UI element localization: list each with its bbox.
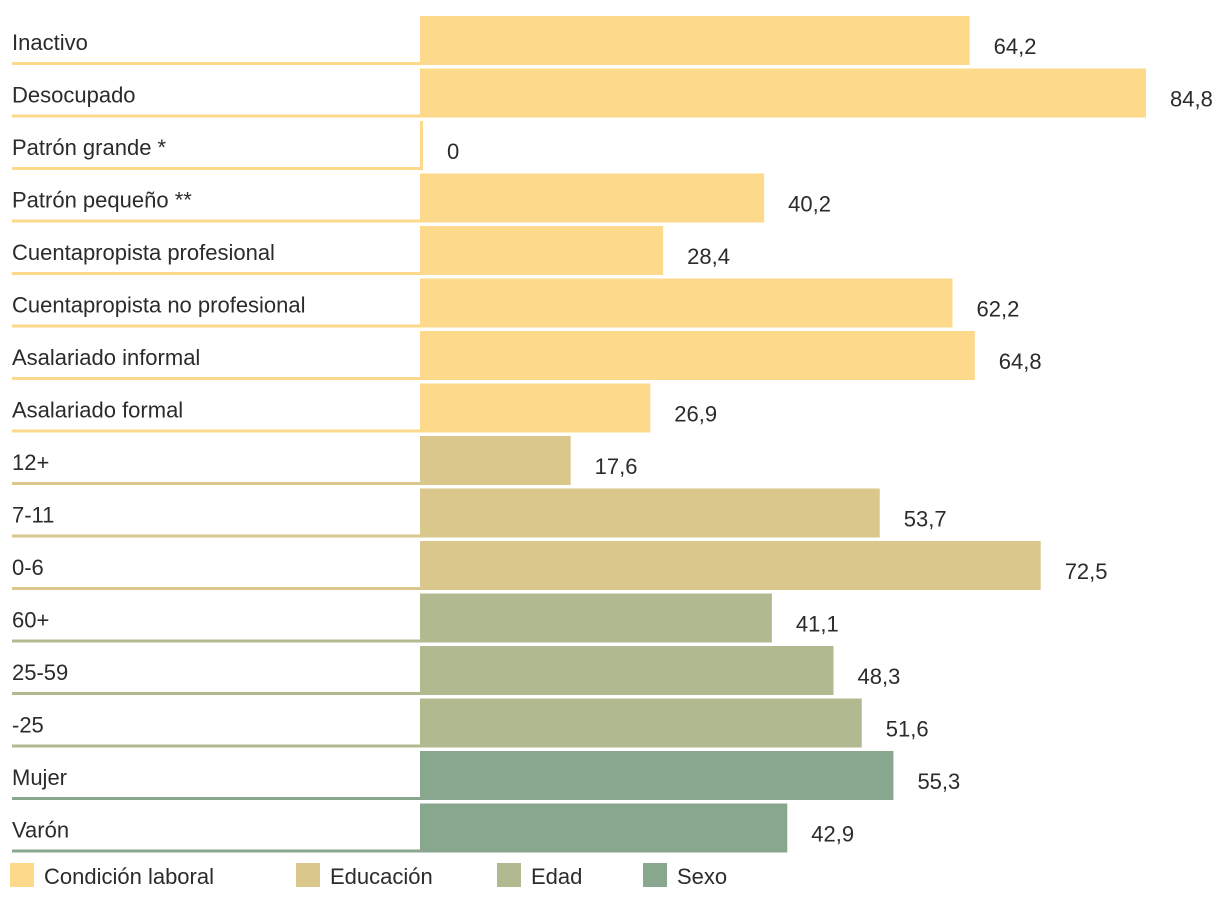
legend-label: Edad	[531, 864, 582, 889]
value-label: 40,2	[788, 192, 831, 217]
legend-label: Educación	[330, 864, 433, 889]
legend-swatch	[296, 863, 320, 887]
bar	[420, 121, 423, 170]
bar	[420, 698, 862, 748]
category-underline	[12, 377, 420, 380]
category-label: Asalariado informal	[12, 345, 200, 370]
category-underline	[12, 324, 420, 328]
category-label: Mujer	[12, 765, 67, 790]
category-label: 60+	[12, 608, 49, 633]
bar	[420, 383, 651, 433]
value-label: 53,7	[904, 507, 947, 532]
value-label: 28,4	[687, 244, 730, 269]
value-label: 64,8	[999, 349, 1042, 374]
category-underline	[12, 534, 420, 538]
category-underline	[12, 62, 420, 65]
category-label: Patrón grande *	[12, 135, 167, 160]
legend-label: Condición laboral	[44, 864, 214, 889]
bar	[420, 16, 970, 65]
value-label: 55,3	[917, 769, 960, 794]
bar	[420, 226, 664, 275]
category-underline	[12, 849, 420, 853]
category-underline	[12, 797, 420, 800]
value-label: 0	[447, 139, 459, 164]
bar	[420, 436, 571, 485]
bar	[420, 278, 953, 328]
category-underline	[12, 482, 420, 485]
bar	[420, 646, 834, 695]
category-underline	[12, 114, 420, 118]
category-underline	[12, 219, 420, 223]
category-label: Desocupado	[12, 83, 136, 108]
value-label: 17,6	[595, 454, 638, 479]
category-underline	[12, 744, 420, 748]
category-label: -25	[12, 713, 44, 738]
category-label: 7-11	[12, 503, 54, 528]
bar	[420, 488, 880, 538]
bar	[420, 593, 772, 643]
category-label: 0-6	[12, 555, 44, 580]
bar	[420, 751, 894, 800]
value-label: 48,3	[858, 664, 901, 689]
value-label: 26,9	[674, 402, 717, 427]
category-label: Varón	[12, 818, 69, 843]
value-label: 42,9	[811, 822, 854, 847]
category-underline	[12, 429, 420, 433]
category-label: Asalariado formal	[12, 398, 183, 423]
legend-swatch	[497, 863, 521, 887]
category-label: Inactivo	[12, 30, 88, 55]
category-label: Cuentapropista profesional	[12, 240, 275, 265]
bar	[420, 803, 788, 853]
category-label: 25-59	[12, 660, 68, 685]
bar	[420, 331, 975, 380]
category-underline	[12, 272, 420, 275]
legend-label: Sexo	[677, 864, 727, 889]
value-label: 41,1	[796, 612, 839, 637]
value-label: 64,2	[994, 34, 1037, 59]
category-underline	[12, 692, 420, 695]
value-label: 62,2	[977, 297, 1020, 322]
category-underline	[12, 587, 420, 590]
category-underline	[12, 639, 420, 643]
legend-swatch	[10, 863, 34, 887]
value-label: 84,8	[1170, 87, 1213, 112]
bar	[420, 68, 1146, 118]
value-label: 51,6	[886, 717, 929, 742]
legend-swatch	[643, 863, 667, 887]
bar	[420, 173, 765, 223]
category-underline	[12, 167, 420, 170]
category-label: 12+	[12, 450, 49, 475]
value-label: 72,5	[1065, 559, 1108, 584]
bar	[420, 541, 1041, 590]
category-label: Patrón pequeño **	[12, 188, 192, 213]
category-label: Cuentapropista no profesional	[12, 293, 306, 318]
